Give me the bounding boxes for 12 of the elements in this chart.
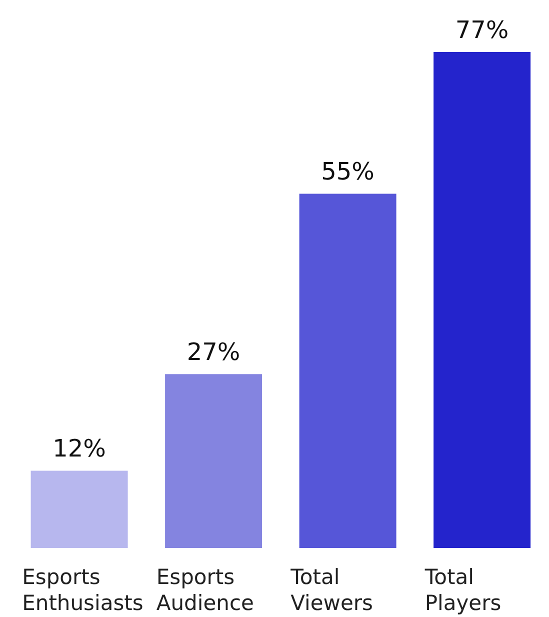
data-label: 27% — [186, 338, 240, 366]
bar — [299, 194, 396, 548]
x-tick-label: Esports Enthusiasts — [22, 565, 144, 615]
bar — [434, 52, 531, 548]
x-tick-label: Total Players — [424, 565, 502, 615]
data-label: 77% — [455, 16, 509, 44]
bar — [165, 374, 262, 548]
x-tick-label: Total Viewers — [290, 565, 373, 615]
x-tick-label: Esports Audience — [156, 565, 254, 615]
data-label: 55% — [321, 158, 374, 186]
bar — [30, 470, 128, 548]
data-label: 12% — [52, 434, 106, 463]
